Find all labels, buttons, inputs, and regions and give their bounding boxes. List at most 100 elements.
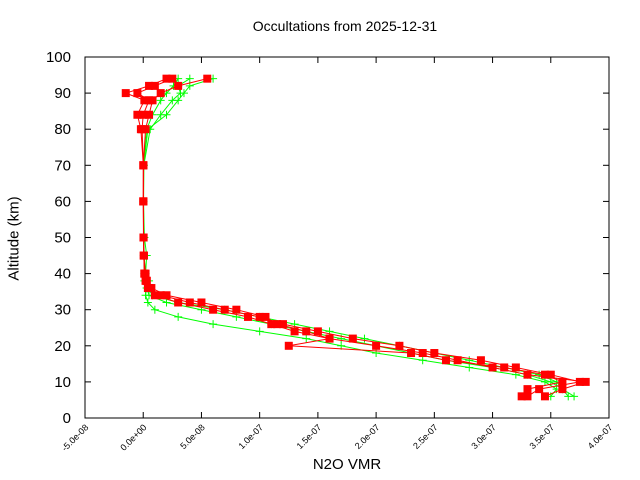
data-point-square bbox=[141, 125, 150, 134]
data-point-square bbox=[162, 74, 171, 83]
y-tick-label: 10 bbox=[54, 374, 71, 391]
data-point-square bbox=[348, 334, 357, 343]
data-point-plus bbox=[418, 356, 427, 365]
y-tick-label: 40 bbox=[54, 266, 71, 283]
data-point-square bbox=[145, 81, 154, 90]
data-point-square bbox=[185, 298, 194, 307]
data-point-square bbox=[540, 392, 549, 401]
x-tick-label: 0.0e+00 bbox=[118, 422, 148, 452]
data-point-square bbox=[142, 276, 151, 285]
data-point-square bbox=[139, 161, 148, 170]
data-point-plus bbox=[156, 96, 165, 105]
data-point-plus bbox=[570, 392, 579, 401]
data-point-square bbox=[197, 298, 206, 307]
x-axis-label: N2O VMR bbox=[312, 456, 382, 473]
x-tick-label: 3.5e-07 bbox=[528, 422, 557, 451]
series-line bbox=[142, 78, 575, 397]
data-point-square bbox=[476, 356, 485, 365]
data-point-plus bbox=[302, 334, 311, 343]
data-point-square bbox=[523, 385, 532, 394]
data-point-plus bbox=[372, 349, 381, 358]
data-point-square bbox=[511, 363, 520, 372]
series-line bbox=[142, 78, 565, 397]
x-tick-label: 1.0e-07 bbox=[236, 422, 265, 451]
data-point-square bbox=[453, 356, 462, 365]
data-point-square bbox=[232, 305, 241, 314]
data-point-square bbox=[535, 385, 544, 394]
data-point-square bbox=[418, 349, 427, 358]
data-point-square bbox=[313, 327, 322, 336]
x-tick-label: 2.0e-07 bbox=[353, 422, 382, 451]
data-point-square bbox=[156, 291, 165, 300]
data-point-square bbox=[150, 291, 159, 300]
series-line bbox=[136, 78, 586, 397]
data-point-square bbox=[147, 284, 156, 293]
data-point-square bbox=[255, 312, 264, 321]
data-point-square bbox=[139, 197, 148, 206]
plot-border bbox=[84, 56, 610, 419]
data-point-square bbox=[162, 291, 171, 300]
data-point-square bbox=[540, 370, 549, 379]
data-point-square bbox=[523, 392, 532, 401]
data-point-plus bbox=[176, 89, 185, 98]
data-point-square bbox=[290, 327, 299, 336]
series-line bbox=[143, 78, 558, 397]
data-point-square bbox=[278, 320, 287, 329]
data-point-square bbox=[546, 370, 555, 379]
data-point-square bbox=[121, 89, 130, 98]
data-point-square bbox=[575, 377, 584, 386]
data-point-square bbox=[140, 96, 149, 105]
data-point-square bbox=[209, 305, 218, 314]
data-point-square bbox=[148, 96, 157, 105]
data-point-square bbox=[395, 341, 404, 350]
y-tick-label: 20 bbox=[54, 338, 71, 355]
data-point-square bbox=[150, 81, 159, 90]
data-point-plus bbox=[143, 298, 152, 307]
data-point-square bbox=[517, 392, 526, 401]
data-point-square bbox=[558, 385, 567, 394]
data-point-square bbox=[261, 312, 270, 321]
data-point-plus bbox=[156, 110, 165, 119]
y-tick-label: 80 bbox=[54, 121, 71, 138]
data-point-square bbox=[156, 89, 165, 98]
x-tick-label: 5.0e-08 bbox=[178, 422, 207, 451]
data-point-plus bbox=[150, 305, 159, 314]
data-point-square bbox=[488, 363, 497, 372]
data-point-plus bbox=[168, 96, 177, 105]
data-point-square bbox=[500, 363, 509, 372]
data-point-square bbox=[372, 341, 381, 350]
data-point-square bbox=[407, 349, 416, 358]
x-tick-label: 4.0e-07 bbox=[586, 422, 615, 451]
chart-title: Occultations from 2025-12-31 bbox=[252, 18, 438, 34]
data-point-square bbox=[139, 251, 148, 260]
x-tick-label: 1.5e-07 bbox=[295, 422, 324, 451]
data-point-square bbox=[558, 377, 567, 386]
data-point-square bbox=[139, 110, 148, 119]
data-point-square bbox=[523, 370, 532, 379]
data-point-plus bbox=[360, 334, 369, 343]
data-point-square bbox=[430, 349, 439, 358]
data-point-plus bbox=[255, 327, 264, 336]
data-point-square bbox=[145, 110, 154, 119]
data-point-square bbox=[441, 356, 450, 365]
data-point-square bbox=[302, 327, 311, 336]
data-point-square bbox=[244, 312, 253, 321]
y-tick-label: 90 bbox=[54, 85, 71, 102]
data-point-square bbox=[203, 74, 212, 83]
x-tick-label: 2.5e-07 bbox=[411, 422, 440, 451]
data-point-square bbox=[267, 320, 276, 329]
data-point-plus bbox=[185, 74, 194, 83]
data-point-square bbox=[284, 341, 293, 350]
y-tick-label: 70 bbox=[54, 157, 71, 174]
data-point-square bbox=[581, 377, 590, 386]
data-point-square bbox=[174, 81, 183, 90]
data-point-square bbox=[133, 110, 142, 119]
y-tick-label: 0 bbox=[63, 410, 71, 427]
data-point-square bbox=[220, 305, 229, 314]
y-tick-label: 50 bbox=[54, 230, 71, 247]
y-tick-label: 30 bbox=[54, 302, 71, 319]
data-point-square bbox=[141, 269, 150, 278]
data-point-plus bbox=[209, 320, 218, 329]
